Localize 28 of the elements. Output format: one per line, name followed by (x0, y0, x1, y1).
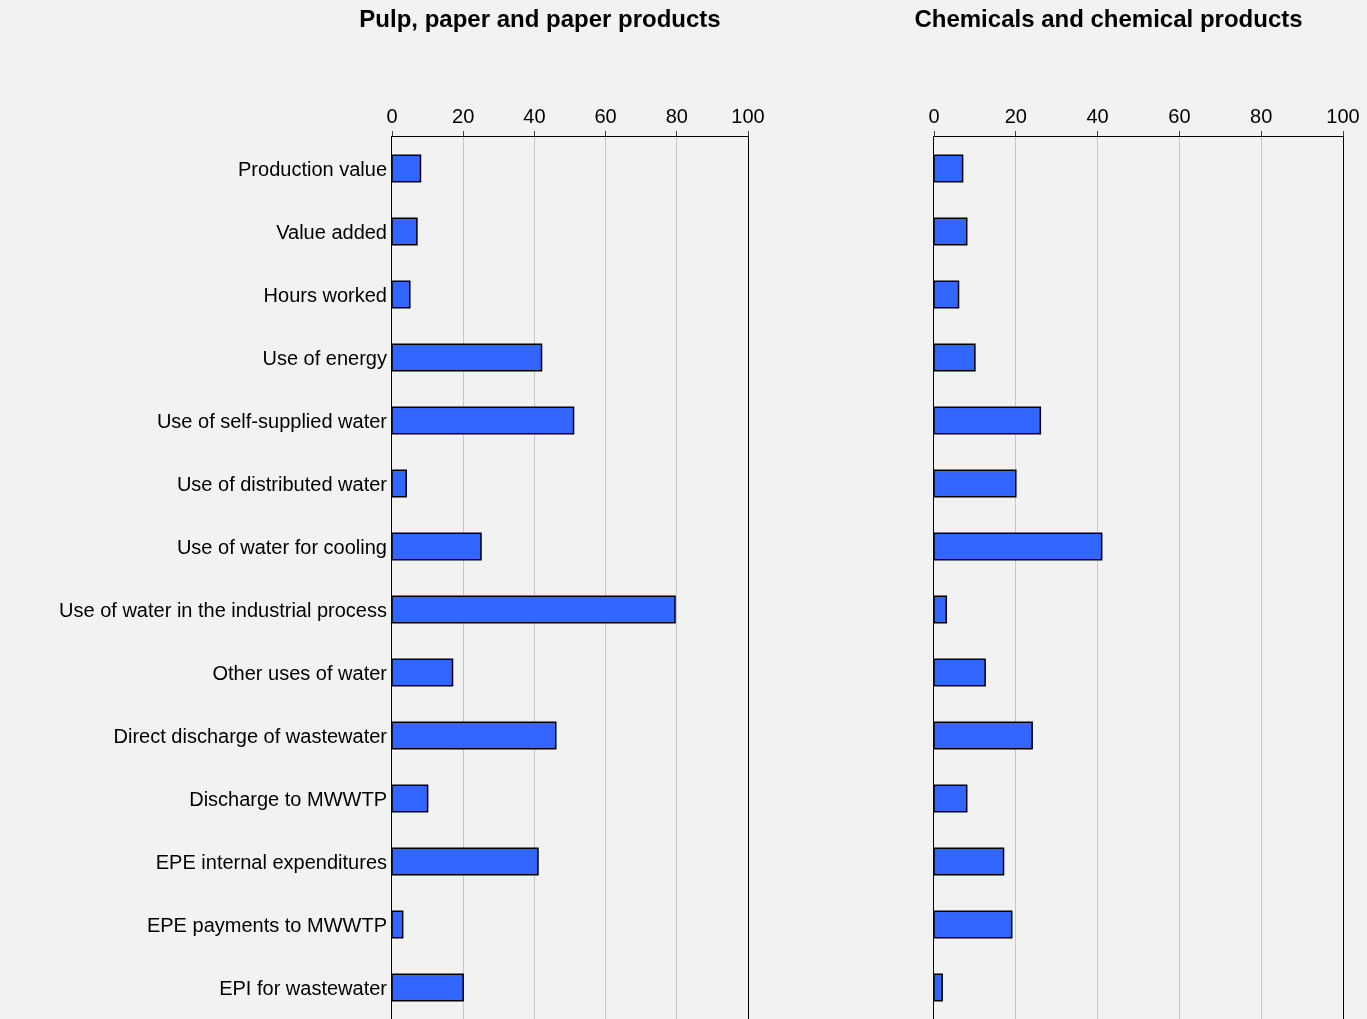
x-tick-label: 40 (1086, 105, 1109, 127)
y-tick-label: Other uses of water (212, 661, 388, 684)
x-tick-label: 20 (452, 105, 475, 127)
y-tick-label: Use of water for cooling (176, 535, 387, 558)
x-tick-label: 80 (665, 105, 688, 127)
y-tick-label: Use of self-supplied water (156, 409, 388, 432)
x-tick-label: 0 (928, 105, 940, 127)
y-tick-label: Discharge to MWWTP (189, 787, 387, 810)
chart-title: Pulp, paper and paper products (359, 4, 721, 32)
y-tick-label: Use of distributed water (176, 472, 388, 495)
x-tick-label: 20 (1004, 105, 1027, 127)
x-tick-label: 40 (523, 105, 546, 127)
x-tick-label: 0 (386, 105, 398, 127)
y-tick-label: Production value (238, 157, 387, 180)
y-tick-label: EPI for wastewater (219, 976, 388, 999)
x-tick-label: 100 (731, 105, 765, 127)
y-tick-label: Use of energy (262, 346, 387, 369)
x-tick-label: 60 (594, 105, 617, 127)
x-tick-label: 60 (1168, 105, 1191, 127)
y-tick-label: Use of water in the industrial process (59, 598, 387, 621)
x-tick-label: 100 (1326, 105, 1360, 127)
y-tick-label: Value added (276, 220, 387, 243)
y-tick-label: Direct discharge of wastewater (113, 724, 388, 747)
y-tick-label: Hours worked (263, 283, 387, 306)
y-tick-label: EPE internal expenditures (155, 850, 387, 873)
y-tick-label: EPE payments to MWWTP (146, 913, 387, 936)
x-tick-label: 80 (1250, 105, 1273, 127)
chart-title: Chemicals and chemical products (914, 4, 1303, 32)
